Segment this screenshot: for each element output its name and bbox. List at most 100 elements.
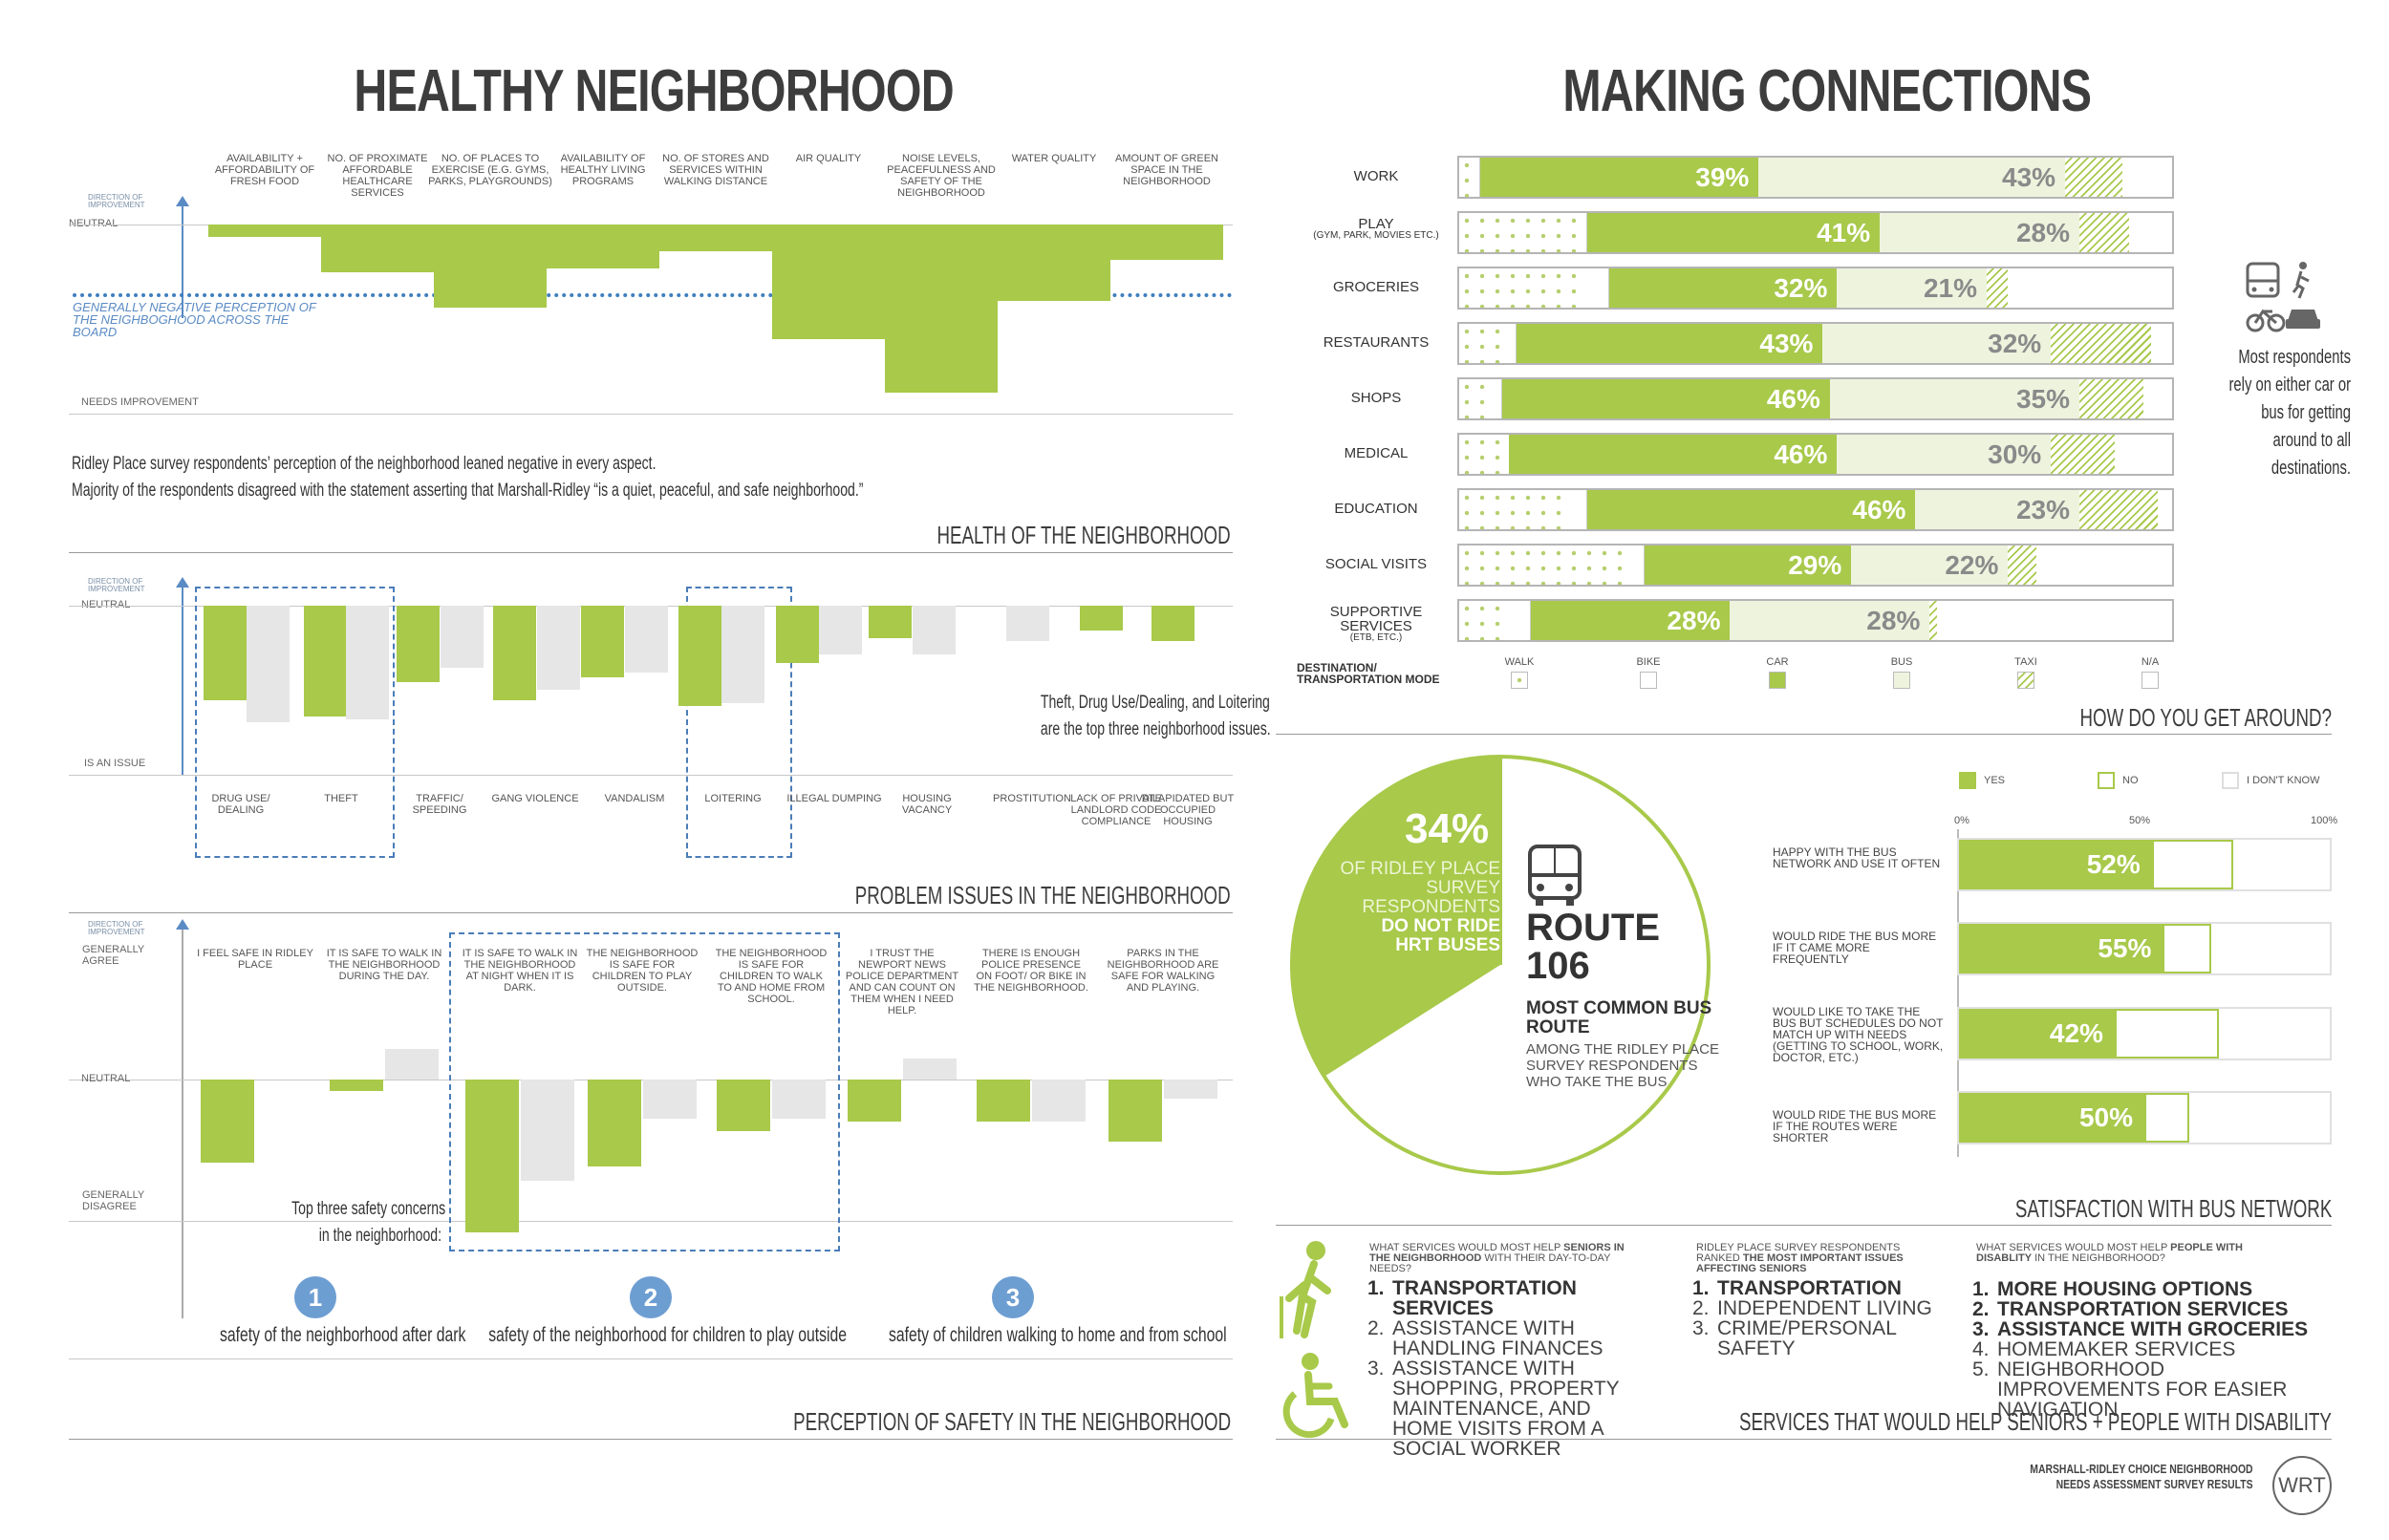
service-text: NEIGHBORHOOD IMPROVEMENTS FOR EASIER NAV… xyxy=(1997,1358,2288,1421)
bus-question: WOULD LIKE TO TAKE THE BUS BUT SCHEDULES… xyxy=(1773,1005,1944,1064)
health-bar xyxy=(321,225,434,272)
legend-label: YES xyxy=(1984,775,2006,786)
destination-label: EDUCATION xyxy=(1334,501,1418,517)
service-item: 2. INDEPENDENT LIVING xyxy=(1692,1298,1932,1318)
legend-swatch xyxy=(1640,672,1657,689)
destination-label: SHOPS xyxy=(1350,390,1402,406)
legend-swatch xyxy=(1893,672,1910,689)
transport-segment-bus: 43% xyxy=(1758,158,2066,197)
service-rank: 2. xyxy=(1692,1297,1710,1319)
service-text: TRANSPORTATION xyxy=(1717,1277,1902,1299)
car-pct: 39% xyxy=(1695,162,1750,192)
transport-segment-n-a xyxy=(2122,158,2172,197)
health-bar xyxy=(1110,225,1223,260)
safety-bar-primary xyxy=(848,1080,901,1122)
transport-segment-car: 46% xyxy=(1501,379,1830,418)
wheelchair-icon xyxy=(1276,1352,1362,1443)
direction-arrow xyxy=(182,585,183,776)
legend-swatch xyxy=(1511,672,1528,689)
bus-pct: 28% xyxy=(1866,606,1921,635)
transport-segment-car: 46% xyxy=(1587,490,1916,529)
safety-bar-secondary xyxy=(385,1049,439,1080)
transport-segment-n-a xyxy=(2158,490,2172,529)
bus-yes-bar: 52% xyxy=(1959,840,2152,889)
bus-pct: 22% xyxy=(1945,550,1999,580)
car-pct: 46% xyxy=(1766,384,1820,414)
services-divider xyxy=(1276,1439,2332,1440)
transport-segment-n-a xyxy=(2143,379,2172,418)
transport-segment-bus: 35% xyxy=(1829,379,2079,418)
transport-side-note: Most respondents rely on either car or b… xyxy=(2228,347,2351,479)
transport-row: 46% 23% xyxy=(1457,488,2174,531)
statement-label: IT IS SAFE TO WALK IN THE NEIGHBORHOOD D… xyxy=(326,948,442,982)
health-bar xyxy=(208,225,321,237)
concern-number: 1 xyxy=(294,1276,336,1318)
problem-bar-secondary xyxy=(441,606,484,668)
bus-yes-pct: 42% xyxy=(2049,1018,2103,1048)
safety-bar-primary xyxy=(717,1080,770,1131)
safety-bar-secondary xyxy=(643,1080,697,1119)
col2-head-bold: THE MOST IMPORTANT ISSUES AFFECTING SENI… xyxy=(1696,1252,1904,1274)
legend-label: I DON'T KNOW xyxy=(2247,775,2320,786)
issue-label: VANDALISM xyxy=(604,793,665,804)
legend-label: BUS xyxy=(1890,656,1913,668)
health-bar xyxy=(998,225,1110,301)
direction-label: DIRECTION OF IMPROVEMENT xyxy=(88,920,145,936)
transport-segment-n-a xyxy=(2008,268,2172,308)
legend-label: N/A xyxy=(2141,656,2160,668)
transport-segment-bike xyxy=(1509,601,1531,640)
safety-bar-secondary xyxy=(903,1059,957,1080)
average-line xyxy=(73,293,1233,297)
legend-swatch xyxy=(2222,772,2239,789)
top-concerns-note-1: Top three safety concerns xyxy=(291,1199,446,1219)
problem-bar-secondary xyxy=(537,606,580,691)
service-item: 4. HOMEMAKER SERVICES xyxy=(1972,1339,2332,1359)
transport-segment-n-a xyxy=(1937,601,2172,640)
problem-note-2: are the top three neighborhood issues. xyxy=(1040,719,1271,739)
col3-head-pre: WHAT SERVICES WOULD MOST HELP xyxy=(1976,1242,2168,1253)
route-desc: AMONG THE RIDLEY PLACE SURVEY RESPONDENT… xyxy=(1526,1041,1720,1090)
statement-label: IT IS SAFE TO WALK IN THE NEIGHBORHOOD A… xyxy=(462,948,578,994)
safety-bar-primary xyxy=(588,1080,641,1167)
col1-head-post: WITH THEIR DAY-TO-DAY NEEDS? xyxy=(1369,1252,1611,1274)
transport-segment-bike xyxy=(1580,213,1588,252)
service-item: 3. ASSISTANCE WITH GROCERIES xyxy=(1972,1319,2332,1339)
footer-line-2: NEEDS ASSESSMENT SURVEY RESULTS xyxy=(2056,1477,2253,1491)
col2-head-pre: RIDLEY PLACE SURVEY RESPONDENTS RANKED xyxy=(1696,1242,1901,1264)
category-label: AMOUNT OF GREEN SPACE IN THE NEIGHBORHOO… xyxy=(1115,153,1218,187)
service-text: CRIME/PERSONAL SAFETY xyxy=(1717,1317,1897,1359)
transport-segment-n-a xyxy=(2129,213,2172,252)
bus-yes-bar: 55% xyxy=(1959,924,2163,973)
transport-section-title: HOW DO YOU GET AROUND? xyxy=(2079,703,2332,732)
health-note-2: Majority of the respondents disagreed wi… xyxy=(72,481,864,501)
transport-divider xyxy=(1276,734,2332,735)
transport-segment-walk xyxy=(1459,379,1496,418)
bus-no-bar xyxy=(2144,1093,2189,1143)
destination-label: WORK xyxy=(1353,168,1399,184)
legend-swatch xyxy=(2017,672,2034,689)
health-bar xyxy=(434,225,547,308)
transport-segment-bus: 28% xyxy=(1730,601,1930,640)
statement-label: THERE IS ENOUGH POLICE PRESENCE ON FOOT/… xyxy=(974,948,1088,994)
transport-segment-taxi xyxy=(2079,213,2130,252)
service-item: 1. TRANSPORTATION xyxy=(1692,1277,1932,1299)
problem-bar-primary xyxy=(397,606,440,682)
top-concern-box xyxy=(449,932,840,1251)
baseline xyxy=(69,775,1233,776)
car-pct: 29% xyxy=(1788,550,1842,580)
baseline xyxy=(69,414,1233,415)
car-pct: 46% xyxy=(1852,495,1906,524)
bus-yes-pct: 50% xyxy=(2078,1102,2133,1132)
transport-segment-taxi xyxy=(2065,158,2122,197)
transport-segment-bus: 22% xyxy=(1851,545,2009,585)
col1-head: WHAT SERVICES WOULD MOST HELP SENIORS IN… xyxy=(1369,1243,1627,1274)
disagree-label: GENERALLY DISAGREE xyxy=(82,1189,145,1212)
transport-segment-n-a xyxy=(2036,545,2172,585)
transport-segment-car: 41% xyxy=(1587,213,1881,252)
transport-segment-car: 28% xyxy=(1530,601,1731,640)
problem-bar-primary xyxy=(581,606,624,677)
transport-row: 41% 28% xyxy=(1457,211,2174,254)
health-section-title: HEALTH OF THE NEIGHBORHOOD xyxy=(936,521,1231,549)
legend-label: WALK xyxy=(1504,656,1535,668)
destination-label: PLAY (GYM, PARK, MOVIES ETC.) xyxy=(1295,217,1457,241)
